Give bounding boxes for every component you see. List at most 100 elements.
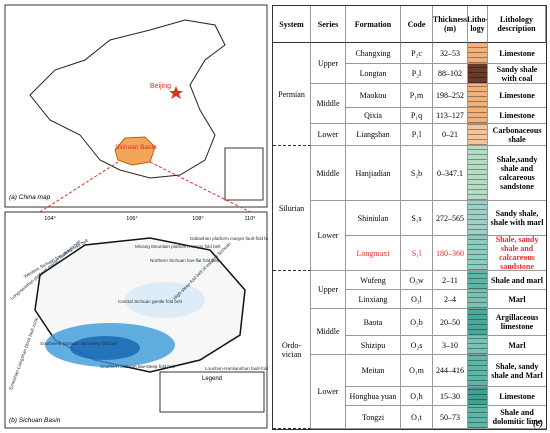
thickness: 244–416	[433, 355, 468, 387]
region-label: Southern Sichuan low-steep fold belt	[100, 364, 176, 369]
code: O₃w	[401, 271, 433, 290]
formation: Honghua yuan	[346, 387, 401, 406]
series: Lower	[311, 201, 346, 271]
code: S₁s	[401, 201, 433, 236]
description: Shale, sandy shale and Marl	[488, 355, 546, 387]
region-label: Micang Mountain platform margin fold bel…	[135, 244, 221, 249]
thickness: 15–30	[433, 387, 468, 406]
code: P₂l	[401, 64, 433, 84]
series: Lower	[311, 355, 346, 429]
formation: Meitan	[346, 355, 401, 387]
coordinate: 110°	[245, 216, 256, 222]
lithology-pattern	[468, 146, 488, 201]
formation: Maokou	[346, 84, 401, 108]
formation: Shizipu	[346, 336, 401, 355]
thickness: 50–73	[433, 406, 468, 429]
formation: Hanjiadian	[346, 146, 401, 201]
legend	[159, 371, 265, 413]
series: Middle	[311, 84, 346, 124]
code: P₂c	[401, 43, 433, 64]
code: S₁l	[401, 236, 433, 271]
shale-area	[125, 282, 205, 318]
code: S₂b	[401, 146, 433, 201]
formation: Changxing	[346, 43, 401, 64]
formation: Baota	[346, 309, 401, 336]
description: Carbonaceous shale	[488, 124, 546, 146]
formation: Wufeng	[346, 271, 401, 290]
series: Upper	[311, 43, 346, 84]
description: Shale and marl	[488, 271, 546, 290]
thickness: 272–565	[433, 201, 468, 236]
lithology-pattern	[468, 271, 488, 290]
caption: (b) Sichuan Basin	[9, 417, 61, 424]
strat-table: System Series Formation Code Thickness (m) Li…	[272, 5, 547, 430]
description: Sandy shale with coal	[488, 64, 546, 84]
thickness: 0–347.1	[433, 146, 468, 201]
description: Shale, sandy shale and calcareous sandst…	[488, 236, 546, 271]
lithology-pattern	[468, 290, 488, 309]
region-label: Central Sichuan gentle fold belt	[118, 299, 183, 304]
code: O₁t	[401, 406, 433, 429]
formation: Liangshan	[346, 124, 401, 146]
thickness: 3–10	[433, 336, 468, 355]
thickness: 0–21	[433, 124, 468, 146]
description: Limestone	[488, 108, 546, 124]
formation: Linxiang	[346, 290, 401, 309]
system: Ordo- vician	[273, 271, 311, 429]
caption: (a) China map	[9, 194, 51, 201]
shale-core	[70, 336, 140, 360]
region-label: Loushan-Hanlianshan fault-fold belt	[205, 366, 268, 371]
header: Lithology description	[488, 6, 546, 43]
thickness: 20–50	[433, 309, 468, 336]
basin-label: Sichuan Basin	[115, 144, 157, 151]
code: O₂s	[401, 336, 433, 355]
formation: Longtan	[346, 64, 401, 84]
code: P₁l	[401, 124, 433, 146]
header: Thickness (m)	[433, 6, 468, 43]
description: Marl	[488, 336, 546, 355]
header: System	[273, 6, 311, 43]
legend-title: Legend	[202, 376, 222, 382]
description: Limestone	[488, 387, 546, 406]
region-label: Southwest Sichuan low-steep fold belt	[40, 341, 118, 346]
code: O₃l	[401, 290, 433, 309]
china-outline	[29, 19, 226, 179]
inset	[224, 147, 264, 201]
system: Silurian	[273, 146, 311, 271]
coordinate: 108°	[192, 216, 203, 222]
lithology-pattern	[468, 201, 488, 236]
thickness: 32–53	[433, 43, 468, 64]
lithology-pattern	[468, 84, 488, 108]
header: Litho- logy	[468, 6, 488, 43]
description: Shale and dolomitic lime	[488, 406, 546, 429]
code: P₁m	[401, 84, 433, 108]
description: Marl	[488, 290, 546, 309]
lithology-pattern	[468, 64, 488, 84]
series: Middle	[311, 309, 346, 355]
series: Middle	[311, 146, 346, 201]
series: Upper	[311, 271, 346, 309]
description: Argillaceous limestone	[488, 309, 546, 336]
basin-shape	[114, 136, 156, 166]
coordinate: 104°	[44, 216, 55, 222]
lithology-pattern	[468, 387, 488, 406]
description: Shale,sandy shale and calcareous sandsto…	[488, 146, 546, 201]
series: Lower	[311, 124, 346, 146]
lithology-pattern	[468, 355, 488, 387]
header: Series	[311, 6, 346, 43]
lithology-pattern	[468, 108, 488, 124]
lithology-pattern	[468, 124, 488, 146]
lithology-pattern	[468, 236, 488, 271]
lithology-pattern	[468, 406, 488, 429]
region-label: Northern Sichuan low-flat fold belt	[150, 258, 220, 263]
thickness: 113–127	[433, 108, 468, 124]
panel-label: (c)	[533, 418, 543, 428]
description: Limestone	[488, 43, 546, 64]
formation: Qixia	[346, 108, 401, 124]
thickness: 2–4	[433, 290, 468, 309]
thickness: 180–360	[433, 236, 468, 271]
capital-label: Beijing	[150, 83, 171, 90]
coordinate: 106°	[126, 216, 137, 222]
code: P₁q	[401, 108, 433, 124]
